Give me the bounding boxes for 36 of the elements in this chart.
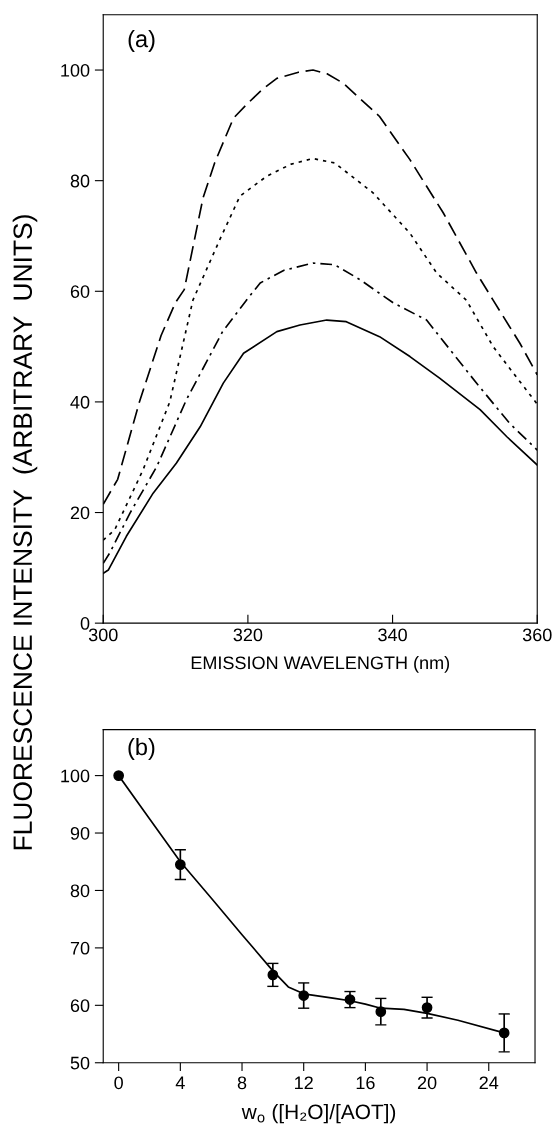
point [344, 994, 356, 1005]
x-tick-label: 20 [417, 1076, 437, 1090]
x-tick-label: 16 [356, 1076, 375, 1090]
x-tick-label: 320 [233, 628, 263, 642]
point [375, 1006, 387, 1017]
x-tick-label: 300 [88, 628, 118, 642]
y-tick-label: 90 [70, 826, 90, 840]
y-tick-label: 80 [70, 174, 90, 188]
y-tick-label: 40 [70, 395, 90, 409]
y-tick-label: 60 [70, 285, 90, 298]
y-tick-label: 0 [80, 617, 90, 630]
x-tick-label: 24 [479, 1076, 499, 1090]
x-axis-title: EMISSION WAVELENGTH (nm) [191, 655, 450, 673]
x-tick-label: 4 [175, 1076, 185, 1090]
x-tick-label: 340 [378, 628, 407, 642]
x-tick-label: 0 [114, 1076, 123, 1090]
y-tick-label: 80 [70, 884, 90, 898]
y-tick-label: 100 [61, 63, 90, 77]
annotation: (b) [128, 737, 155, 760]
point [298, 990, 310, 1001]
point [498, 1027, 510, 1039]
annotation: (a) [128, 29, 155, 52]
x-tick-label: 8 [237, 1076, 247, 1090]
point [174, 859, 186, 870]
point [267, 969, 279, 981]
y-tick-label: 70 [70, 941, 90, 955]
y-tick-label: 50 [70, 1056, 90, 1070]
y-tick-label: 60 [70, 999, 90, 1013]
y-tick-label: 100 [61, 769, 90, 783]
x-axis-title: w$_{o}$ ([H₂O]/[AOT]) [241, 1103, 396, 1124]
y-axis-title: FLUORESCENCE INTENSITY (ARBITRARY UNITS) [12, 215, 38, 850]
x-tick-label: 360 [522, 628, 552, 642]
point [113, 770, 125, 781]
point [421, 1002, 433, 1013]
y-tick-label: 20 [70, 506, 90, 520]
x-tick-label: 12 [295, 1076, 313, 1090]
